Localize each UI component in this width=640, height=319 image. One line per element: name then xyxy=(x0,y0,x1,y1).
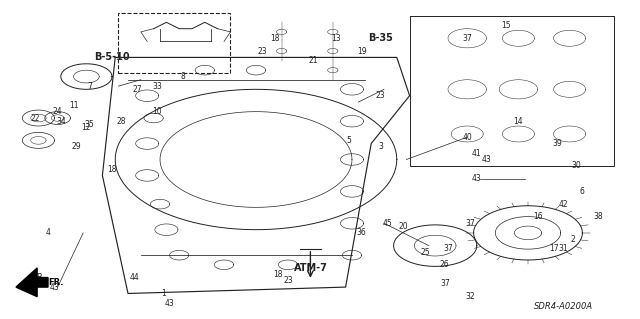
Text: 26: 26 xyxy=(440,260,450,269)
Text: 30: 30 xyxy=(571,161,581,170)
Text: 31: 31 xyxy=(558,244,568,253)
Text: 22: 22 xyxy=(31,114,40,122)
Text: 16: 16 xyxy=(532,212,543,221)
Text: 35: 35 xyxy=(84,120,95,129)
Text: 18: 18 xyxy=(271,34,280,43)
Text: B-35: B-35 xyxy=(369,33,393,43)
Text: 37: 37 xyxy=(465,219,476,228)
Text: 23: 23 xyxy=(283,276,293,285)
Text: 38: 38 xyxy=(593,212,604,221)
Text: 37: 37 xyxy=(440,279,450,288)
Text: 34: 34 xyxy=(56,117,66,126)
Text: 5: 5 xyxy=(346,136,351,145)
Text: 15: 15 xyxy=(500,21,511,30)
Text: 25: 25 xyxy=(420,248,431,256)
Text: 45: 45 xyxy=(382,219,392,228)
Text: 44: 44 xyxy=(129,273,140,282)
Text: 42: 42 xyxy=(558,200,568,209)
Text: FR.: FR. xyxy=(48,278,63,287)
Text: 23: 23 xyxy=(257,47,268,56)
Text: 1: 1 xyxy=(161,289,166,298)
Text: 37: 37 xyxy=(462,34,472,43)
Text: SDR4-A0200A: SDR4-A0200A xyxy=(534,302,593,311)
Text: 40: 40 xyxy=(462,133,472,142)
Text: 20: 20 xyxy=(398,222,408,231)
Text: 12: 12 xyxy=(82,123,91,132)
Text: FR.: FR. xyxy=(32,273,45,282)
Text: 43: 43 xyxy=(472,174,482,183)
Text: 10: 10 xyxy=(152,107,162,116)
Text: 43: 43 xyxy=(481,155,492,164)
Text: 4: 4 xyxy=(45,228,51,237)
Text: 7: 7 xyxy=(87,82,92,91)
Text: 29: 29 xyxy=(72,142,82,151)
Text: 19: 19 xyxy=(356,47,367,56)
Text: 33: 33 xyxy=(152,82,162,91)
Text: 17: 17 xyxy=(548,244,559,253)
Text: ATM-7: ATM-7 xyxy=(294,263,327,273)
Polygon shape xyxy=(16,268,48,297)
Text: 14: 14 xyxy=(513,117,524,126)
Text: 32: 32 xyxy=(465,292,476,301)
Text: 21: 21 xyxy=(309,56,318,65)
Text: 43: 43 xyxy=(164,299,175,308)
Text: 24: 24 xyxy=(52,107,63,116)
Text: 18: 18 xyxy=(108,165,116,174)
Text: B-5-10: B-5-10 xyxy=(94,52,130,63)
Text: 8: 8 xyxy=(180,72,185,81)
Text: 43: 43 xyxy=(49,283,60,292)
Text: 37: 37 xyxy=(443,244,453,253)
Text: 28: 28 xyxy=(117,117,126,126)
Bar xyxy=(118,13,230,73)
Text: 39: 39 xyxy=(552,139,562,148)
Text: 11: 11 xyxy=(69,101,78,110)
Text: 18: 18 xyxy=(274,270,283,279)
Text: 3: 3 xyxy=(378,142,383,151)
Text: 6: 6 xyxy=(580,187,585,196)
Text: 27: 27 xyxy=(132,85,143,94)
Text: 2: 2 xyxy=(570,235,575,244)
Text: 41: 41 xyxy=(472,149,482,158)
Text: 23: 23 xyxy=(376,91,386,100)
Text: 13: 13 xyxy=(331,34,341,43)
Text: 36: 36 xyxy=(356,228,367,237)
